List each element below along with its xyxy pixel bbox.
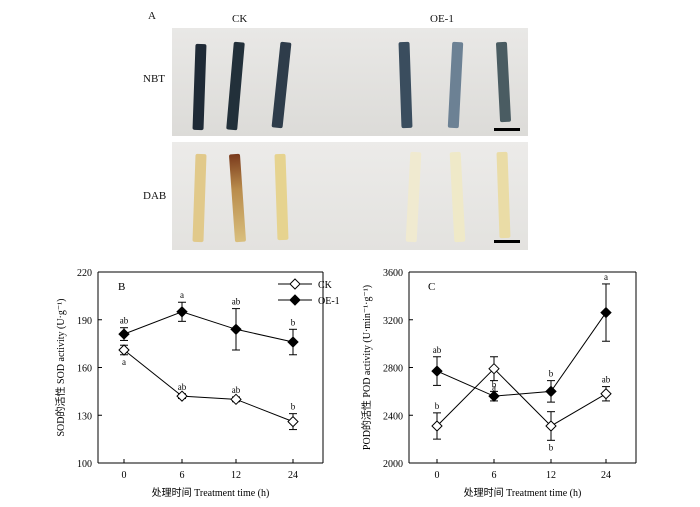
chart-b-oe1-point	[230, 323, 242, 336]
row-dab-label: DAB	[143, 190, 167, 202]
nbt-photo	[172, 28, 528, 136]
chart-c-oe1-point	[600, 306, 612, 319]
chart-b-y-tick-label: 220	[77, 268, 92, 279]
chart-b-x-tick-label: 6	[180, 470, 185, 481]
chart-c-y-tick-label: 2400	[383, 411, 403, 422]
chart-b-y-tick-label: 190	[77, 316, 92, 327]
chart-c-ck-significance-label: b	[549, 442, 554, 452]
chart-b-x-tick-label: 0	[122, 470, 127, 481]
chart-c-oe1-point	[431, 365, 443, 377]
chart-b-oe1-point	[287, 336, 299, 348]
chart-c-oe1-point	[545, 385, 557, 398]
group-oe-label: OE-1	[430, 13, 454, 25]
dab-photo	[172, 142, 528, 250]
chart-c-x-tick-label: 0	[435, 470, 440, 481]
chart-b-ck-significance-label: a	[122, 357, 126, 367]
chart-b-legend-marker	[289, 294, 301, 306]
chart-c-ck-significance-label: a	[492, 383, 496, 393]
chart-c-oe1-significance-label: ab	[433, 345, 442, 355]
chart-b-oe1-significance-label: ab	[232, 297, 241, 307]
chart-c-x-tick-label: 12	[546, 470, 556, 481]
chart-c-y-tick-label: 3200	[383, 316, 403, 327]
chart-b-legend-label: OE-1	[318, 296, 340, 307]
chart-c-oe1-significance-label: b	[549, 369, 554, 379]
chart-c-y-tick-label: 2800	[383, 364, 403, 375]
chart-b-legend-label: CK	[318, 280, 333, 291]
nbt-scale-bar	[494, 128, 520, 131]
chart-b-ck-point	[176, 390, 188, 402]
chart-c-panel-label: C	[428, 281, 435, 293]
dab-scale-bar	[494, 240, 520, 243]
chart-b-x-axis-label: 处理时间 Treatment time (h)	[152, 486, 270, 499]
chart-b-ck-significance-label: ab	[178, 382, 187, 392]
chart-b-panel-label: B	[118, 281, 125, 293]
row-nbt-label: NBT	[143, 73, 165, 85]
chart-c-oe1-line	[436, 312, 607, 397]
chart-c-ck-point	[488, 362, 500, 375]
chart-b-oe1-significance-label: ab	[120, 316, 129, 326]
chart-c-ck-significance-label: ab	[602, 375, 611, 385]
chart-c-y-tick-label: 2000	[383, 459, 403, 470]
chart-b-legend-marker	[289, 278, 301, 290]
chart-b-ck-point	[118, 344, 130, 356]
chart-b-y-axis-label: SOD的活性 SOD activity (U·g⁻¹)	[54, 299, 67, 437]
chart-c-ck-point	[545, 420, 557, 432]
chart-c-oe1-point	[488, 390, 500, 402]
chart-b-oe1-significance-label: a	[180, 290, 184, 300]
group-ck-label: CK	[232, 13, 248, 25]
chart-c-ck-line	[436, 367, 607, 427]
panel-a-label: A	[148, 10, 156, 22]
chart-c-y-axis-label: POD的活性 POD activity (U·min⁻¹·g⁻¹)	[360, 285, 373, 450]
chart-b-x-tick-label: 24	[288, 470, 298, 481]
chart-c-ck-point	[600, 388, 612, 400]
chart-b-y-tick-label: 130	[77, 411, 92, 422]
chart-c-oe1-significance-label: b	[492, 379, 497, 389]
chart-b-ck-line	[123, 349, 294, 423]
chart-c-ck-point	[431, 420, 443, 432]
chart-b-oe1-point	[176, 306, 188, 318]
chart-b-ck-significance-label: b	[291, 402, 296, 412]
chart-c-x-tick-label: 24	[601, 470, 611, 481]
chart-b-oe1-line	[123, 311, 294, 343]
chart-b-ck-point	[230, 393, 242, 406]
chart-c-y-tick-label: 3600	[383, 268, 403, 279]
chart-b-oe1-significance-label: b	[291, 317, 296, 327]
chart-b-ck-significance-label: ab	[232, 385, 241, 395]
chart-c-x-axis-label: 处理时间 Treatment time (h)	[464, 486, 582, 499]
chart-c-x-tick-label: 6	[492, 470, 497, 481]
chart-c-ck-significance-label: b	[435, 401, 440, 411]
chart-b-x-tick-label: 12	[231, 470, 241, 481]
chart-b-oe1-point	[118, 328, 130, 340]
chart-c-oe1-significance-label: a	[604, 272, 608, 282]
chart-b-y-tick-label: 100	[77, 459, 92, 470]
chart-b-y-tick-label: 160	[77, 364, 92, 375]
chart-b-ck-point	[287, 415, 299, 428]
